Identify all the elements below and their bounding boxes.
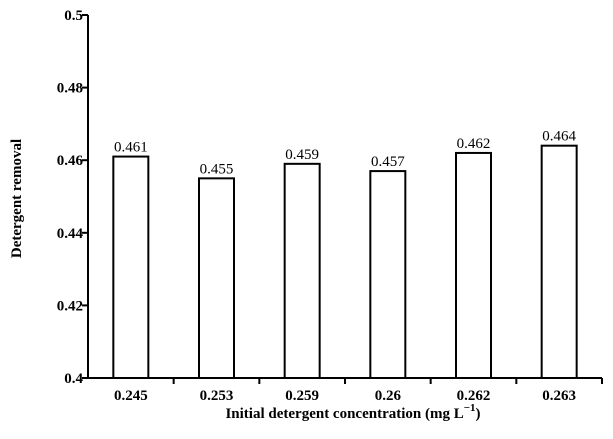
bar [283,162,321,379]
x-axis-title-exponent: −1 [464,402,476,414]
ticks-layer [82,14,603,384]
bar [112,155,150,379]
bar-value-label: 0.464 [542,129,576,145]
y-tick-label: 0.5 [64,8,83,24]
x-axis-title-main: Initial detergent concentration (mg L [225,406,463,422]
labels-layer: 0.4 0.42 0.44 0.46 0.48 0.5 0.461 0.245 0.455 0.2… [57,8,577,404]
x-tick-label: 0.245 [114,388,148,404]
bar-value-label: 0.459 [285,147,319,163]
y-tick-label: 0.4 [64,371,83,387]
x-tick-label: 0.263 [542,388,576,404]
x-tick-label: 0.259 [285,388,319,404]
bar-value-label: 0.462 [457,136,491,152]
bar-value-label: 0.457 [371,154,405,170]
x-tick-label: 0.26 [375,388,402,404]
bar [369,170,407,379]
bar-value-label: 0.455 [200,161,234,177]
x-tick-label: 0.262 [457,388,491,404]
y-tick-label: 0.48 [57,81,83,97]
bar [455,151,492,379]
y-axis-title: Detergent removal [9,139,25,258]
x-tick-label: 0.253 [200,388,234,404]
x-axis-title-suffix: ) [476,406,481,422]
bars-layer [112,144,578,379]
axes-layer [87,15,602,379]
bar-value-label: 0.461 [114,140,148,156]
bar [540,144,578,379]
y-tick-label: 0.46 [57,153,84,169]
y-tick-label: 0.42 [57,298,83,314]
bar [198,177,235,379]
y-tick-label: 0.44 [57,226,84,242]
x-axis-title: Initial detergent concentration (mg L−1) [225,402,480,422]
